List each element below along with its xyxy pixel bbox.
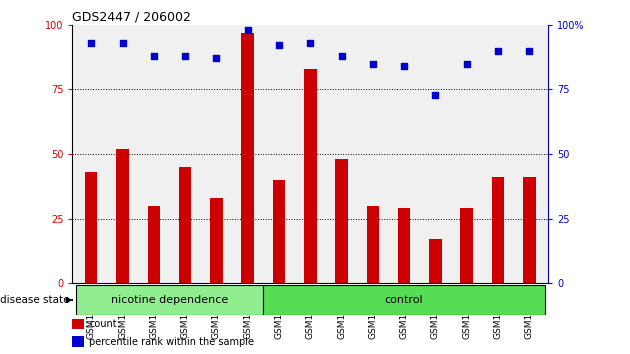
Bar [210,198,222,283]
Text: GDS2447 / 206002: GDS2447 / 206002 [72,11,192,24]
Bar [429,239,442,283]
Text: disease state: disease state [0,295,72,305]
Point [305,40,315,46]
Bar [85,172,98,283]
Point [430,92,440,97]
Bar [304,69,316,283]
Bar [273,180,285,283]
Point [524,48,534,53]
Point [149,53,159,59]
Bar [76,285,263,315]
Point [274,42,284,48]
Bar [117,149,129,283]
Point [493,48,503,53]
Text: control: control [385,295,423,305]
Bar [147,206,160,283]
Point [243,27,253,33]
Point [368,61,378,67]
Point [336,53,346,59]
Bar [398,208,410,283]
Bar [241,33,254,283]
Bar [72,319,84,329]
Text: count: count [89,319,117,329]
Bar [523,177,536,283]
Bar [492,177,504,283]
Bar [72,336,84,347]
Point [399,63,410,69]
Bar [367,206,379,283]
Bar [335,159,348,283]
Text: nicotine dependence: nicotine dependence [111,295,228,305]
Bar [461,208,473,283]
Bar [263,285,545,315]
Point [211,56,221,61]
Text: percentile rank within the sample: percentile rank within the sample [89,337,254,347]
Point [180,53,190,59]
Point [86,40,96,46]
Point [462,61,472,67]
Bar [179,167,192,283]
Point [117,40,127,46]
